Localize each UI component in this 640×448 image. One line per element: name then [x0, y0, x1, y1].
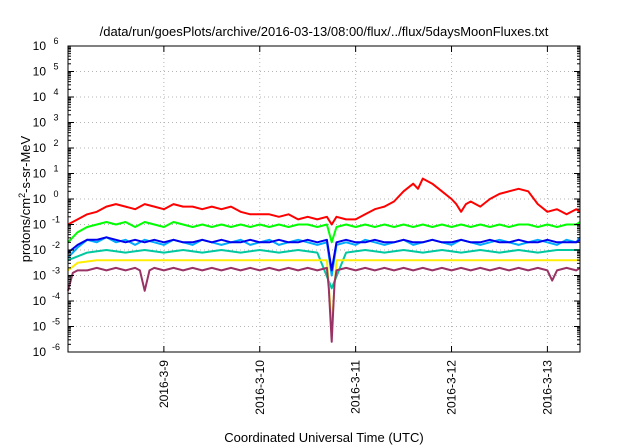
y-axis-label: protons/cm2-s-sr-MeV [17, 135, 33, 262]
y-tick-label: 10 [33, 218, 47, 232]
y-tick-exponent: 5 [53, 62, 58, 72]
y-axis: 10 -610 -510 -410 -310 -210 -110 010 110 210 310 41… [33, 36, 580, 359]
x-tick-label: 2016-3-13 [540, 360, 554, 415]
y-tick-exponent: 3 [53, 113, 58, 123]
y-tick-base: 10 [33, 116, 47, 130]
y-axis-label-rest: -s-sr-MeV [18, 135, 33, 192]
series-line-7 [67, 266, 581, 343]
y-axis-label-sup: 2 [17, 193, 27, 198]
y-tick-label: 10 [33, 141, 47, 155]
y-tick-base: 10 [33, 90, 47, 104]
y-tick-base: 10 [33, 269, 47, 283]
y-tick-exponent: 2 [53, 138, 58, 148]
y-tick-label: 10 [33, 65, 47, 79]
y-tick-label: 10 [33, 192, 47, 206]
y-tick-exponent: -3 [52, 266, 60, 276]
y-tick-base: 10 [33, 243, 47, 257]
y-tick-exponent: -6 [52, 342, 60, 352]
y-axis-label-main: protons/cm [18, 198, 33, 262]
x-tick-label: 2016-3-12 [445, 360, 459, 415]
y-tick-base: 10 [33, 192, 47, 206]
y-tick-exponent: -4 [52, 291, 60, 301]
y-tick-exponent: 6 [53, 36, 58, 46]
y-tick-label: 10 [33, 345, 47, 359]
y-tick-base: 10 [33, 218, 47, 232]
chart-title: /data/run/goesPlots/archive/2016-03-13/0… [100, 24, 549, 39]
x-tick-label: 2016-3-11 [349, 360, 363, 414]
series-line-5 [67, 249, 580, 290]
y-tick-label: 10 [33, 167, 47, 181]
y-tick-base: 10 [33, 320, 47, 334]
y-tick-label: 10 [33, 294, 47, 308]
y-tick-exponent: -2 [52, 240, 60, 250]
y-tick-exponent: 4 [53, 87, 58, 97]
y-tick-label: 10 [33, 243, 47, 257]
y-tick-label: 10 [33, 90, 47, 104]
series-line-2 [67, 221, 581, 244]
series-line-1 [67, 177, 581, 226]
y-tick-base: 10 [33, 167, 47, 181]
y-tick-exponent: -5 [52, 317, 60, 327]
x-axis-label: Coordinated Universal Time (UTC) [224, 430, 423, 445]
x-axis: 2016-3-9 2016-3-10 2016-3-11 2016-3-12 2016-… [157, 46, 554, 415]
series-line-4 [67, 236, 581, 272]
y-tick-label: 10 [33, 269, 47, 283]
y-tick-exponent: -1 [52, 215, 60, 225]
y-tick-exponent: 0 [53, 189, 58, 199]
x-tick-label: 2016-3-9 [157, 360, 171, 408]
grid [68, 46, 580, 352]
y-tick-base: 10 [33, 39, 47, 53]
y-tick-label: 10 [33, 320, 47, 334]
y-tick-label: 10 [33, 116, 47, 130]
series-lines [67, 177, 581, 343]
y-tick-exponent: 1 [53, 164, 58, 174]
y-tick-base: 10 [33, 294, 47, 308]
y-tick-label: 10 [33, 39, 47, 53]
y-tick-base: 10 [33, 65, 47, 79]
y-tick-base: 10 [33, 345, 47, 359]
y-tick-base: 10 [33, 141, 47, 155]
x-tick-label: 2016-3-10 [253, 360, 267, 415]
